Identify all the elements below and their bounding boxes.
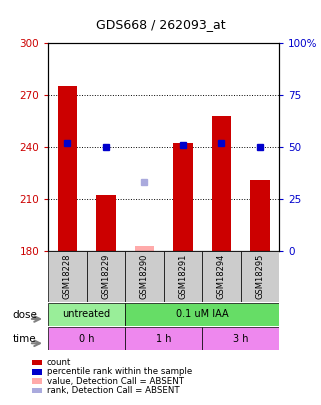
Text: count: count [47,358,71,367]
Bar [125,251,164,302]
Bar [87,251,125,302]
Bar [212,115,231,251]
Text: GSM18290: GSM18290 [140,254,149,299]
Text: 3 h: 3 h [233,334,248,343]
Text: value, Detection Call = ABSENT: value, Detection Call = ABSENT [47,377,184,386]
Bar [48,303,125,326]
Text: GSM18291: GSM18291 [178,254,187,299]
Text: GSM18228: GSM18228 [63,254,72,299]
Bar [58,86,77,251]
Text: rank, Detection Call = ABSENT: rank, Detection Call = ABSENT [47,386,179,395]
Bar [250,180,270,251]
Bar [164,251,202,302]
Text: GDS668 / 262093_at: GDS668 / 262093_at [96,18,225,31]
Bar [202,251,241,302]
Bar [241,251,279,302]
Text: 0 h: 0 h [79,334,94,343]
Text: dose: dose [13,310,38,320]
Bar [202,327,279,350]
Text: GSM18295: GSM18295 [256,254,265,299]
Bar [96,196,116,251]
Text: GSM18294: GSM18294 [217,254,226,299]
Bar [125,303,279,326]
Bar [125,327,202,350]
Text: percentile rank within the sample: percentile rank within the sample [47,367,192,376]
Text: 1 h: 1 h [156,334,171,343]
Bar [173,143,193,251]
Bar [48,251,87,302]
Bar [135,246,154,251]
Text: time: time [13,335,37,344]
Text: 0.1 uM IAA: 0.1 uM IAA [176,309,229,319]
Text: GSM18229: GSM18229 [101,254,110,299]
Text: untreated: untreated [63,309,111,319]
Bar [48,327,125,350]
